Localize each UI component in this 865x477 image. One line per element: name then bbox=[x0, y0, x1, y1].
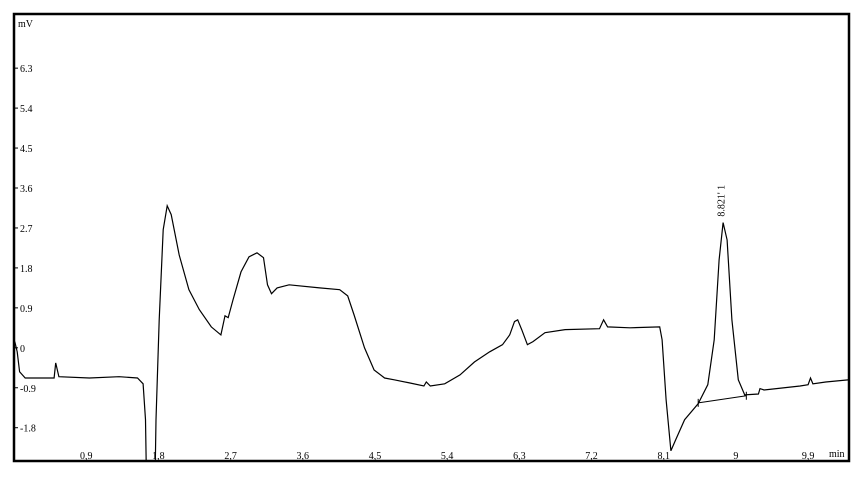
plot-frame bbox=[12, 12, 851, 463]
x-tick-label: 3,6 bbox=[297, 451, 310, 462]
y-tick-label: 1.8 bbox=[20, 264, 33, 275]
y-tick-label: 4.5 bbox=[20, 144, 33, 155]
x-tick-label: 4,5 bbox=[369, 451, 382, 462]
x-tick-label: 5,4 bbox=[441, 451, 454, 462]
y-tick-label: 0 bbox=[20, 344, 25, 355]
y-tick-label: 0.9 bbox=[20, 304, 33, 315]
x-tick-label: 9,9 bbox=[802, 451, 815, 462]
y-tick-label: 3.6 bbox=[20, 184, 33, 195]
x-tick-label: 6,3 bbox=[513, 451, 526, 462]
x-tick-label: 0,9 bbox=[80, 451, 93, 462]
y-tick-label: -1.8 bbox=[20, 424, 36, 435]
x-tick-label: 7,2 bbox=[585, 451, 598, 462]
y-axis-label: mV bbox=[18, 19, 34, 30]
x-axis-label: min bbox=[829, 449, 845, 460]
x-tick-label: 1,8 bbox=[152, 451, 165, 462]
y-tick-label: -0.9 bbox=[20, 384, 36, 395]
y-tick-label: 2.7 bbox=[20, 224, 33, 235]
signal-trace bbox=[15, 203, 848, 460]
x-tick-label: 9 bbox=[733, 451, 738, 462]
x-tick-label: 2,7 bbox=[224, 451, 237, 462]
y-tick-label: 5.4 bbox=[20, 104, 33, 115]
x-tick-label: 8,1 bbox=[657, 451, 670, 462]
peak-label: 8.821' 1 bbox=[716, 185, 727, 217]
y-tick-label: 6.3 bbox=[20, 64, 33, 75]
peak-baseline bbox=[698, 395, 747, 404]
